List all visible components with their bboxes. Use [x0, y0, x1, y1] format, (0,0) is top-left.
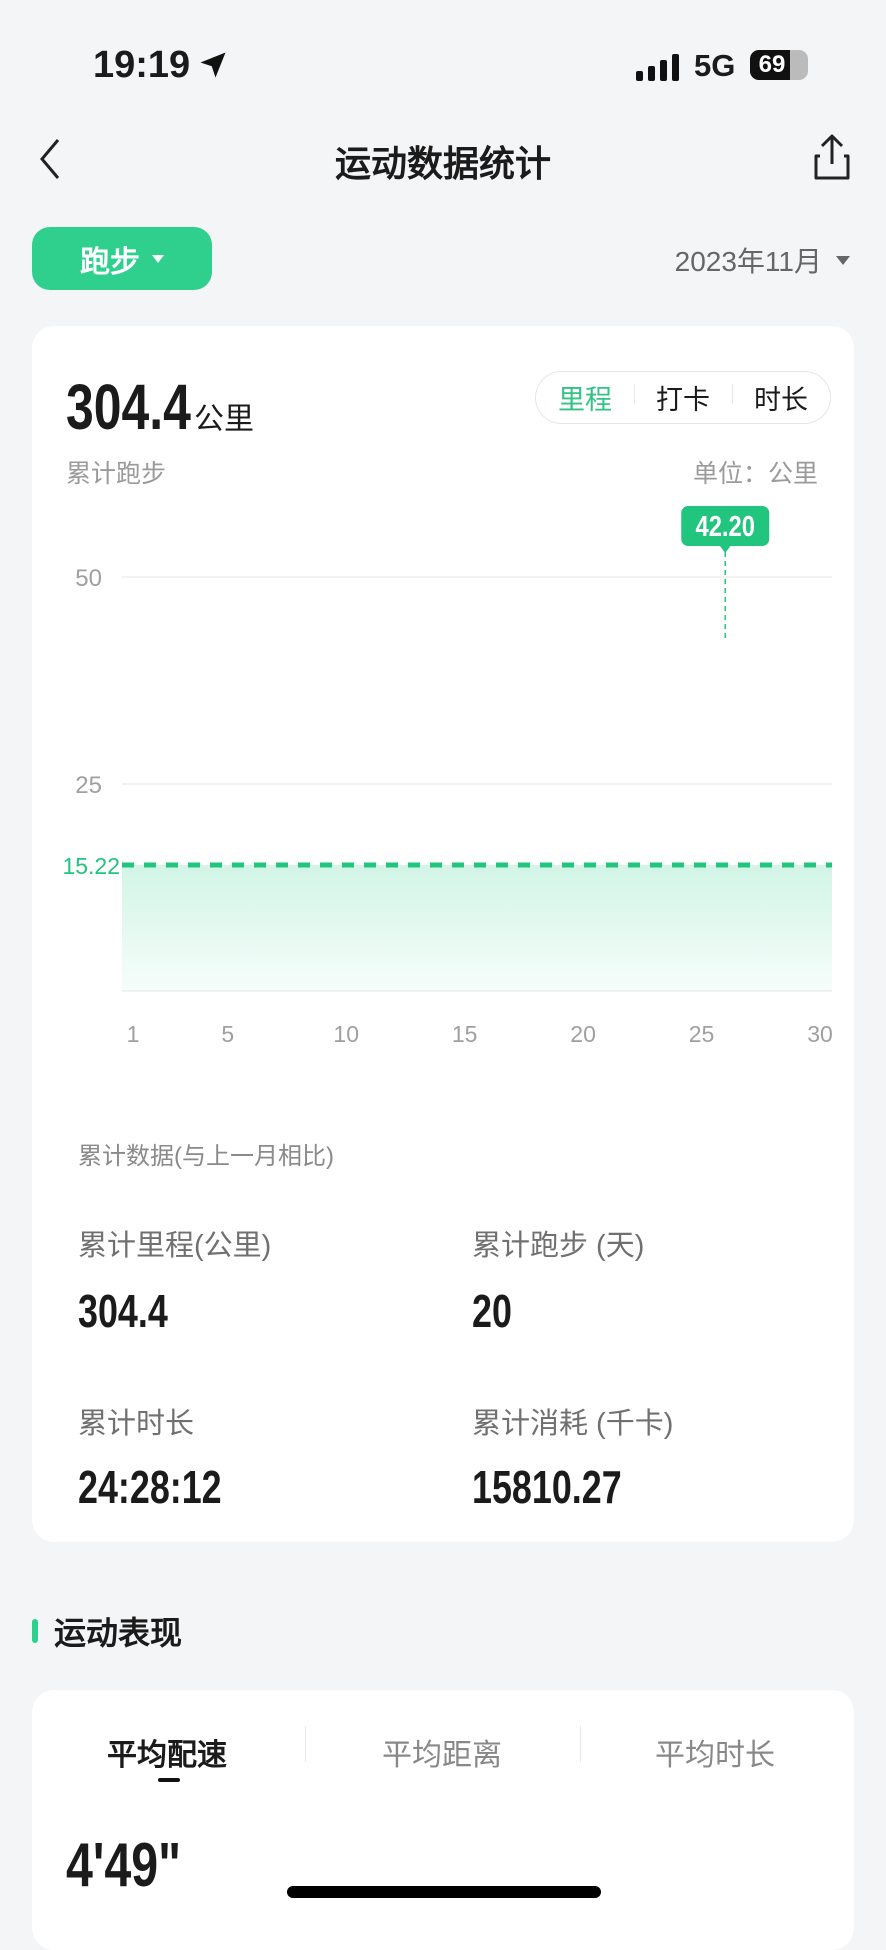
cumulative-heading: 累计数据(与上一月相比): [78, 1143, 334, 1170]
stat-value: 304.4: [78, 1285, 168, 1337]
summary-subtitle: 累计跑步: [66, 460, 167, 488]
share-icon[interactable]: [810, 132, 854, 184]
section-header: 运动表现: [32, 1608, 182, 1654]
signal-icon: [636, 54, 679, 81]
total-value: 304.4: [66, 371, 191, 443]
tooltip-pointer: [719, 545, 732, 553]
average-area: [122, 864, 832, 991]
x-tick-label: 15: [452, 1021, 478, 1047]
caret-down-icon: [836, 255, 850, 265]
stat-label: 累计消耗 (千卡): [472, 1408, 674, 1440]
section-title: 运动表现: [54, 1615, 183, 1651]
battery-level: 69: [758, 51, 786, 78]
sport-selector[interactable]: 跑步: [32, 227, 212, 290]
total-distance: 304.4 公里: [66, 370, 254, 444]
highlight-tooltip: [681, 506, 770, 546]
x-tick-label: 20: [570, 1021, 596, 1047]
accent-bar: [32, 1619, 38, 1643]
location-arrow-icon: [200, 52, 226, 78]
average-label: 15.22: [62, 853, 120, 879]
stat-value: 24:28:12: [78, 1461, 222, 1513]
x-tick-label: 30: [807, 1021, 833, 1047]
battery-icon: 69: [750, 50, 808, 80]
avg-pace-value: 4'49": [66, 1831, 182, 1900]
metric-tabs: 里程 打卡 时长: [535, 371, 831, 424]
stats-card: 304.4 公里 里程 打卡 时长 累计跑步 单位：公里 25 50 15.22 1 5 1…: [32, 326, 854, 1542]
tab-checkin[interactable]: 打卡: [634, 378, 732, 417]
performance-card: 平均配速 平均距离 平均时长 4'49": [32, 1690, 854, 1950]
network-type: 5G: [694, 48, 736, 83]
tab-duration[interactable]: 时长: [732, 378, 830, 417]
month-label: 2023年11月: [674, 246, 822, 277]
page-title: 运动数据统计: [334, 143, 551, 184]
y-tick-label: 50: [75, 565, 102, 592]
stat-label: 累计里程(公里): [78, 1230, 272, 1262]
caret-down-icon: [152, 254, 164, 263]
stat-value: 20: [472, 1285, 512, 1337]
stat-label: 累计时长: [78, 1408, 195, 1440]
x-tick-label: 10: [333, 1021, 359, 1047]
divider: [305, 1726, 306, 1762]
tab-avg-duration[interactable]: 平均时长: [655, 1739, 775, 1772]
x-tick-label: 25: [689, 1021, 715, 1047]
sport-label: 跑步: [80, 245, 140, 279]
tab-distance[interactable]: 里程: [558, 385, 612, 415]
status-time: 19:19: [93, 44, 191, 86]
total-unit: 公里: [194, 403, 254, 436]
highlight-value: 42.20: [696, 510, 755, 543]
stat-value: 15810.27: [472, 1461, 622, 1513]
tab-avg-distance[interactable]: 平均距离: [382, 1739, 502, 1772]
chevron-left-icon[interactable]: [34, 134, 64, 184]
unit-label: 单位：公里: [692, 460, 818, 488]
divider: [580, 1726, 581, 1762]
y-tick-label: 25: [75, 772, 102, 799]
tab-avg-pace[interactable]: 平均配速: [107, 1739, 227, 1772]
month-selector[interactable]: 2023年11月: [675, 240, 850, 280]
x-tick-label: 1: [127, 1021, 140, 1047]
active-tab-indicator: [158, 1778, 180, 1782]
stat-label: 累计跑步 (天): [472, 1230, 645, 1262]
home-indicator[interactable]: [287, 1886, 601, 1898]
x-tick-label: 5: [221, 1021, 234, 1047]
